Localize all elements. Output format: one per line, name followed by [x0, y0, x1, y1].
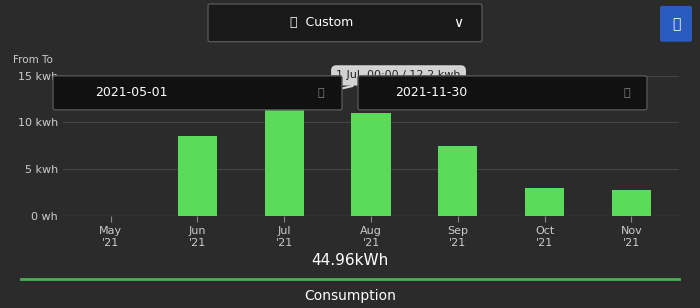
Bar — [178, 136, 217, 216]
Text: 📅: 📅 — [623, 88, 629, 98]
Text: 1 Jul, 00:00 / 12.2 kwh: 1 Jul, 00:00 / 12.2 kwh — [289, 71, 461, 102]
Text: 2021-05-01: 2021-05-01 — [95, 86, 167, 99]
Bar — [525, 188, 564, 216]
FancyBboxPatch shape — [358, 76, 647, 110]
Bar — [612, 190, 651, 216]
Bar — [438, 146, 477, 216]
FancyBboxPatch shape — [208, 4, 482, 42]
Text: ∨: ∨ — [453, 16, 463, 30]
Text: 44.96kWh: 44.96kWh — [312, 253, 388, 268]
Text: 📅: 📅 — [318, 88, 325, 98]
Bar — [265, 102, 304, 216]
Bar — [351, 113, 391, 216]
Text: 2021-11-30: 2021-11-30 — [395, 86, 468, 99]
Text: ⦚: ⦚ — [672, 17, 680, 31]
FancyBboxPatch shape — [53, 76, 342, 110]
Text: ⏰  Custom: ⏰ Custom — [290, 16, 354, 29]
FancyBboxPatch shape — [660, 6, 692, 42]
Text: Consumption: Consumption — [304, 289, 396, 303]
Text: From To: From To — [13, 55, 52, 65]
